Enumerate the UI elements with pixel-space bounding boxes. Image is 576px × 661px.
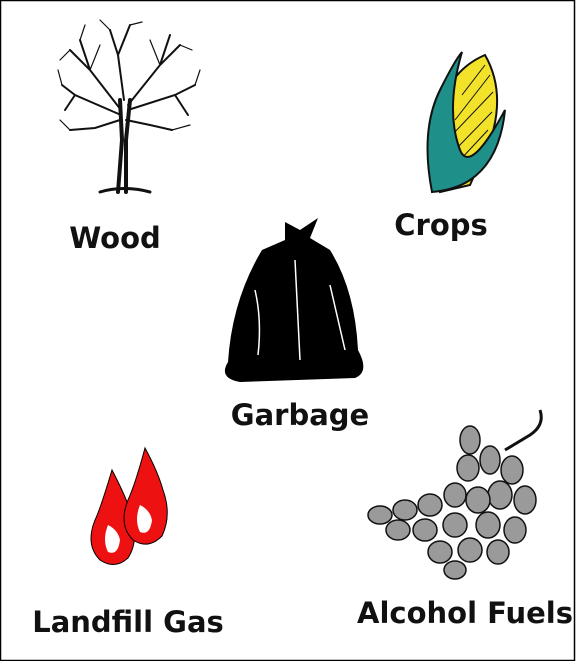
biomass-diagram: Wood Crops Garbage Landfill Gas [0, 0, 576, 661]
landfill-gas-label: Landfill Gas [32, 605, 224, 639]
crops-label: Crops [394, 208, 488, 242]
garbage-label: Garbage [231, 398, 369, 432]
alcohol-fuels-label: Alcohol Fuels [357, 596, 573, 630]
wood-label: Wood [69, 221, 161, 255]
